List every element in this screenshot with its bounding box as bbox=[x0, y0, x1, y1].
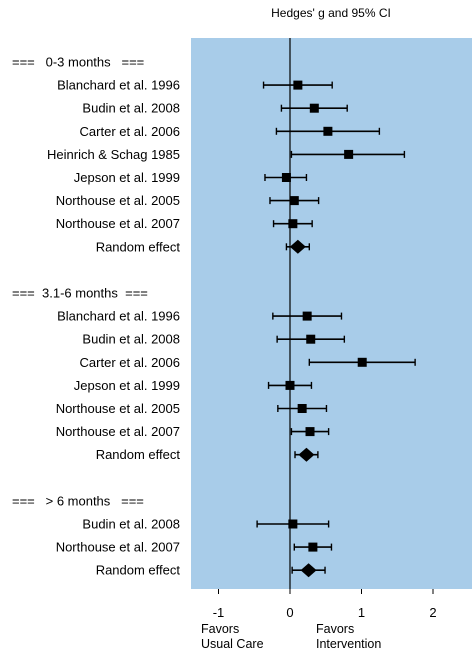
effect-point bbox=[323, 126, 333, 136]
left-caption-line2: Usual Care bbox=[201, 637, 264, 651]
effect-point bbox=[289, 196, 299, 206]
plot-marks bbox=[256, 38, 416, 589]
chart-title: Hedges' g and 95% CI bbox=[271, 6, 391, 20]
x-axis-ticks: -1 0 1 2 bbox=[213, 589, 437, 620]
study-label: Jepson et al. 1999 bbox=[74, 170, 180, 185]
x-tick-label: 2 bbox=[429, 605, 436, 620]
summary-diamond bbox=[289, 239, 306, 254]
summary-diamond bbox=[300, 563, 317, 578]
summary-label: Random effect bbox=[96, 563, 181, 578]
study-label: Northouse et al. 2007 bbox=[56, 540, 180, 555]
study-label: Budin et al. 2008 bbox=[82, 332, 180, 347]
study-label: Northouse et al. 2007 bbox=[56, 216, 180, 231]
study-label: Carter et al. 2006 bbox=[80, 355, 180, 370]
effect-point bbox=[288, 219, 298, 229]
x-tick-label: -1 bbox=[213, 605, 225, 620]
left-caption-line1: Favors bbox=[201, 622, 239, 636]
study-label: Blanchard et al. 1996 bbox=[57, 309, 180, 324]
x-tick-label: 0 bbox=[286, 605, 293, 620]
effect-point bbox=[293, 80, 303, 90]
study-label: Heinrich & Schag 1985 bbox=[47, 147, 180, 162]
study-label: Budin et al. 2008 bbox=[82, 517, 180, 532]
group-header: === > 6 months === bbox=[12, 493, 144, 508]
effect-point bbox=[288, 519, 298, 529]
group-header: === 3.1-6 months === bbox=[12, 286, 148, 301]
x-axis-captions: Favors Usual Care Favors Intervention bbox=[201, 622, 381, 651]
effect-point bbox=[297, 404, 307, 413]
effect-point bbox=[285, 380, 295, 390]
row-labels: === 0-3 months === Blanchard et al. 1996 B… bbox=[12, 55, 180, 578]
summary-label: Random effect bbox=[96, 447, 181, 462]
study-label: Northouse et al. 2007 bbox=[56, 424, 180, 439]
right-caption-line2: Intervention bbox=[316, 637, 381, 651]
right-caption-line1: Favors bbox=[316, 622, 354, 636]
study-label: Jepson et al. 1999 bbox=[74, 378, 180, 393]
effect-point bbox=[344, 149, 354, 159]
effect-point bbox=[302, 311, 312, 321]
summary-diamond bbox=[298, 447, 315, 462]
effect-point bbox=[309, 103, 319, 113]
summary-label: Random effect bbox=[96, 239, 181, 254]
study-label: Blanchard et al. 1996 bbox=[57, 78, 180, 93]
effect-point bbox=[357, 357, 367, 367]
effect-point bbox=[308, 542, 318, 552]
study-label: Northouse et al. 2005 bbox=[56, 193, 180, 208]
study-label: Northouse et al. 2005 bbox=[56, 401, 180, 416]
study-label: Budin et al. 2008 bbox=[82, 101, 180, 116]
effect-point bbox=[305, 427, 315, 437]
x-tick-label: 1 bbox=[358, 605, 365, 620]
effect-point bbox=[281, 173, 291, 182]
effect-point bbox=[306, 334, 316, 344]
study-label: Carter et al. 2006 bbox=[80, 124, 180, 139]
group-header: === 0-3 months === bbox=[12, 55, 144, 70]
plot-background bbox=[191, 38, 472, 589]
